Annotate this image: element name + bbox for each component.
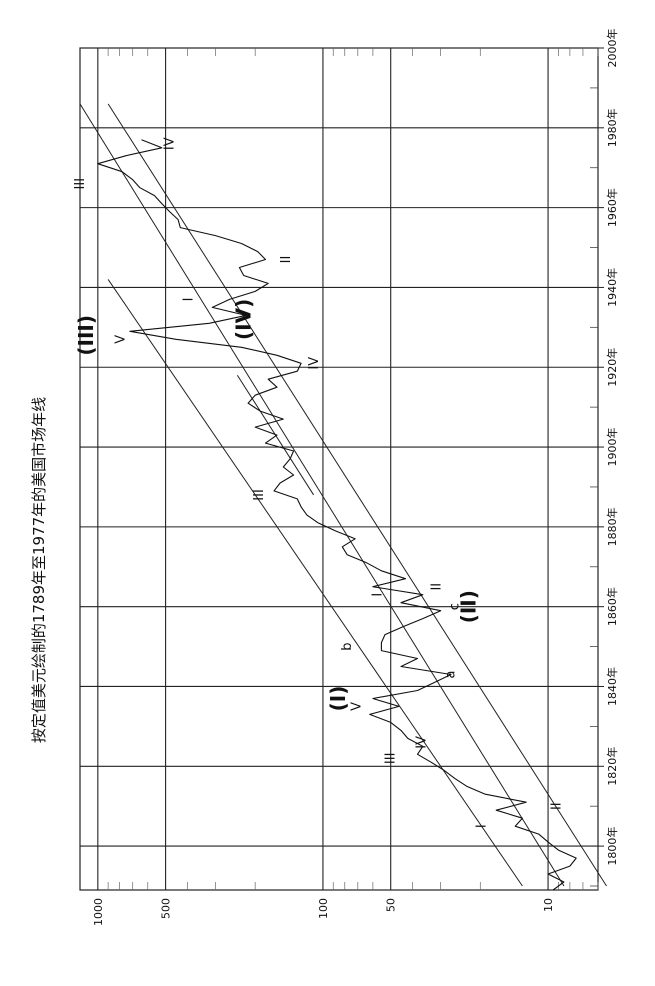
y-tick-label: 10 <box>542 898 555 912</box>
wave-label: II <box>279 256 294 264</box>
wave-label: a <box>444 671 459 679</box>
x-tick-label: 1900年 <box>605 428 619 467</box>
wave-label: (IV) <box>231 299 255 340</box>
trend-channel-line <box>79 103 565 887</box>
wave-label: c <box>447 603 462 610</box>
wave-label: I <box>370 593 385 597</box>
wave-label: III <box>384 753 399 765</box>
y-tick-label: 100 <box>317 898 330 919</box>
wave-label: III <box>73 178 88 190</box>
x-tick-label: 1840年 <box>605 667 619 706</box>
wave-label: II <box>430 583 445 591</box>
plot-frame <box>79 47 599 891</box>
wave-label: III <box>252 489 267 501</box>
x-tick-label: 1960年 <box>605 188 619 227</box>
wave-label: IV <box>307 357 322 370</box>
wave-label: I <box>474 824 489 828</box>
x-tick-label: 1860年 <box>605 587 619 626</box>
wave-label: V <box>350 702 365 711</box>
x-tick-label: 1980年 <box>605 108 619 147</box>
wave-label: (I) <box>326 686 350 712</box>
x-tick-label: 1800年 <box>605 827 619 866</box>
wave-label: b <box>340 642 355 650</box>
chart-title: 按定值美元绘制的1789年至1977年的美国市场年线 <box>30 397 48 743</box>
wave-label: (III) <box>74 315 98 356</box>
y-tick-label: 500 <box>160 898 173 919</box>
wave-label: IV <box>163 137 178 150</box>
wave-label: II <box>550 802 565 810</box>
trend-channel-line <box>107 279 523 887</box>
wave-label: I <box>181 297 196 301</box>
wave-label: (II) <box>457 590 481 623</box>
wave-label: IV <box>415 736 430 749</box>
trend-channel-line <box>107 103 607 887</box>
y-tick-label: 1000 <box>92 898 105 926</box>
market-price-line <box>97 139 577 891</box>
wave-label: V <box>114 335 129 344</box>
y-tick-label: 50 <box>385 898 398 912</box>
x-tick-label: 1820年 <box>605 747 619 786</box>
plot-area: 10 50 100 500 1000 1800年 1820年 1840年 1860年 1880年 1… <box>30 29 619 927</box>
x-tick-label: 1940年 <box>605 268 619 307</box>
x-tick-label: 1880年 <box>605 507 619 546</box>
x-tick-label: 2000年 <box>605 29 619 68</box>
x-tick-label: 1920年 <box>605 348 619 387</box>
